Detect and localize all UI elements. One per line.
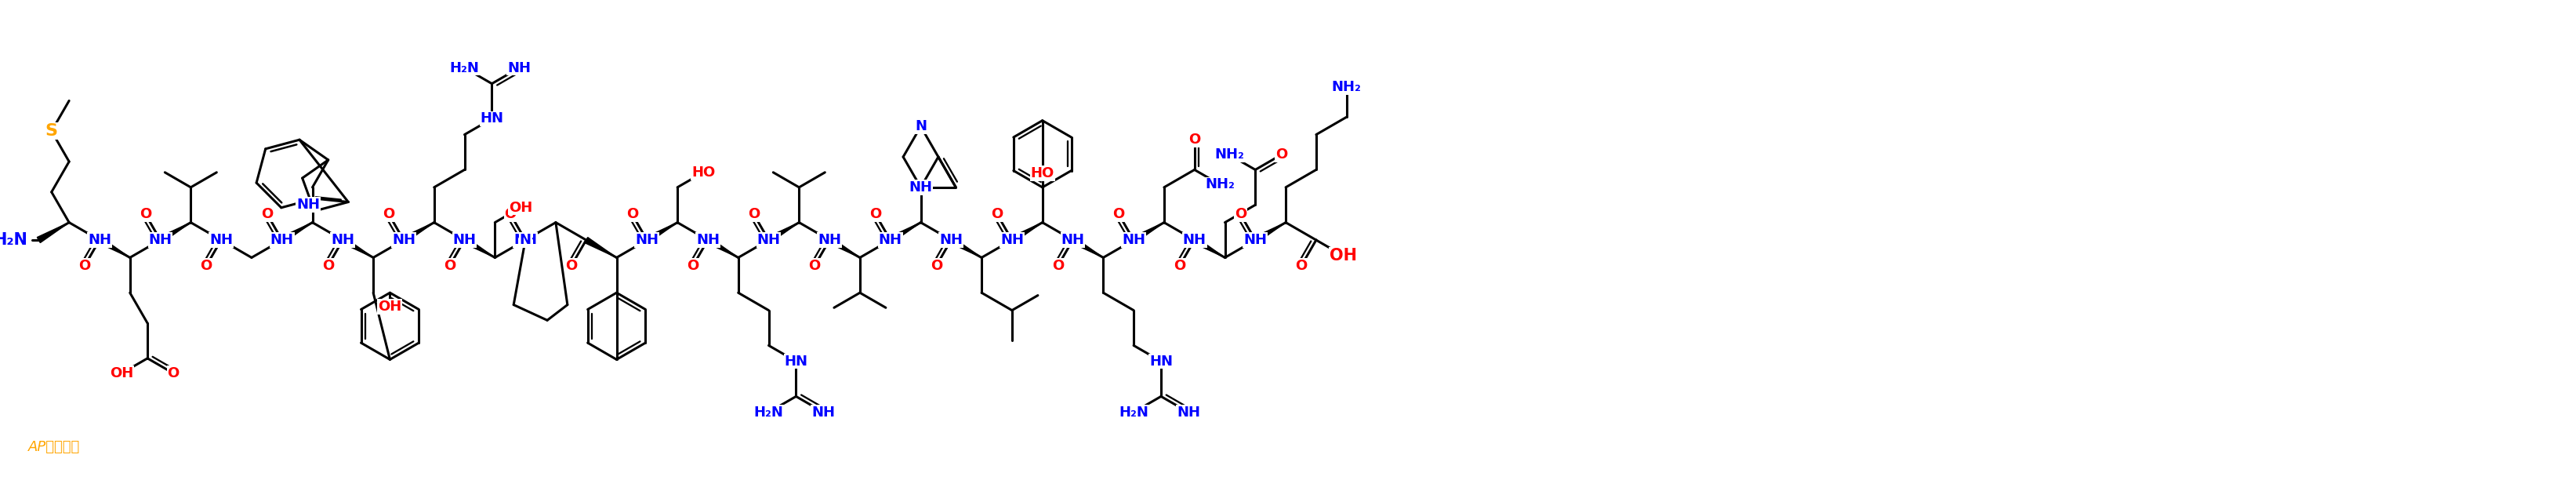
Text: NH: NH [999, 233, 1023, 247]
Text: O: O [1188, 133, 1200, 147]
Text: O: O [868, 207, 881, 221]
Text: NH: NH [636, 233, 659, 247]
Text: NH: NH [453, 233, 477, 247]
Text: S: S [46, 123, 57, 139]
Text: H₂N: H₂N [0, 232, 28, 248]
Text: H₂N: H₂N [451, 61, 479, 75]
Polygon shape [340, 237, 374, 258]
Text: O: O [564, 259, 577, 273]
Text: O: O [1113, 207, 1123, 221]
Text: O: O [1296, 259, 1306, 273]
Text: HO: HO [690, 165, 716, 179]
Text: NH: NH [1182, 233, 1206, 247]
Text: AP专肽生物: AP专肽生物 [28, 440, 80, 454]
Text: N: N [520, 233, 531, 247]
Text: O: O [1051, 259, 1064, 273]
Polygon shape [1255, 222, 1285, 243]
Text: NH₂: NH₂ [1213, 148, 1244, 162]
Polygon shape [160, 222, 191, 243]
Polygon shape [951, 237, 981, 258]
Polygon shape [585, 237, 616, 258]
Text: HO: HO [1030, 166, 1054, 180]
Text: HN: HN [479, 112, 502, 126]
Text: NH: NH [1121, 233, 1146, 247]
Text: NH: NH [817, 233, 840, 247]
Text: NH: NH [330, 233, 355, 247]
Text: NH₂: NH₂ [1206, 178, 1234, 192]
Text: NH: NH [878, 233, 902, 247]
Text: NH₂: NH₂ [1332, 80, 1360, 94]
Text: O: O [1172, 259, 1185, 273]
Polygon shape [402, 222, 433, 243]
Polygon shape [281, 222, 312, 243]
Text: NH: NH [88, 233, 111, 247]
Text: N: N [914, 119, 927, 134]
Text: OH: OH [379, 300, 402, 314]
Text: NH: NH [811, 405, 835, 419]
Text: O: O [626, 207, 639, 221]
Text: O: O [167, 366, 180, 381]
Text: OH: OH [507, 200, 533, 215]
Text: NH: NH [1177, 405, 1200, 419]
Text: O: O [80, 259, 90, 273]
Text: OH: OH [1329, 248, 1358, 264]
Text: O: O [809, 259, 819, 273]
Text: NH: NH [270, 233, 294, 247]
Text: O: O [443, 259, 456, 273]
Polygon shape [889, 222, 920, 243]
Polygon shape [1193, 237, 1224, 258]
Text: NH: NH [513, 233, 536, 247]
Polygon shape [1131, 222, 1164, 243]
Text: NH: NH [1061, 233, 1084, 247]
Text: O: O [322, 259, 335, 273]
Polygon shape [827, 237, 860, 258]
Polygon shape [36, 222, 70, 243]
Text: NH: NH [507, 61, 531, 75]
Text: H₂N: H₂N [755, 405, 783, 419]
Text: O: O [139, 207, 152, 221]
Polygon shape [1010, 222, 1043, 243]
Text: O: O [384, 207, 394, 221]
Polygon shape [1072, 237, 1103, 258]
Polygon shape [706, 237, 737, 258]
Text: O: O [505, 207, 515, 221]
Text: HN: HN [783, 354, 806, 368]
Text: O: O [688, 259, 698, 273]
Text: NH: NH [940, 233, 963, 247]
Polygon shape [768, 222, 799, 243]
Polygon shape [644, 222, 677, 243]
Text: O: O [1234, 207, 1247, 221]
Text: NH: NH [909, 180, 933, 194]
Text: O: O [260, 207, 273, 221]
Text: O: O [747, 207, 760, 221]
Text: OH: OH [111, 366, 134, 381]
Text: O: O [1275, 148, 1288, 162]
Text: NH: NH [149, 233, 173, 247]
Polygon shape [98, 237, 129, 258]
Text: HN: HN [1149, 354, 1172, 368]
Text: NH: NH [1244, 233, 1267, 247]
Text: NH: NH [696, 233, 719, 247]
Text: NH: NH [757, 233, 781, 247]
Polygon shape [464, 237, 495, 258]
Text: O: O [201, 259, 211, 273]
Text: NH: NH [392, 233, 415, 247]
Text: NH: NH [296, 198, 319, 212]
Text: O: O [930, 259, 943, 273]
Text: NH: NH [209, 233, 232, 247]
Text: H₂N: H₂N [1118, 405, 1149, 419]
Text: O: O [992, 207, 1002, 221]
